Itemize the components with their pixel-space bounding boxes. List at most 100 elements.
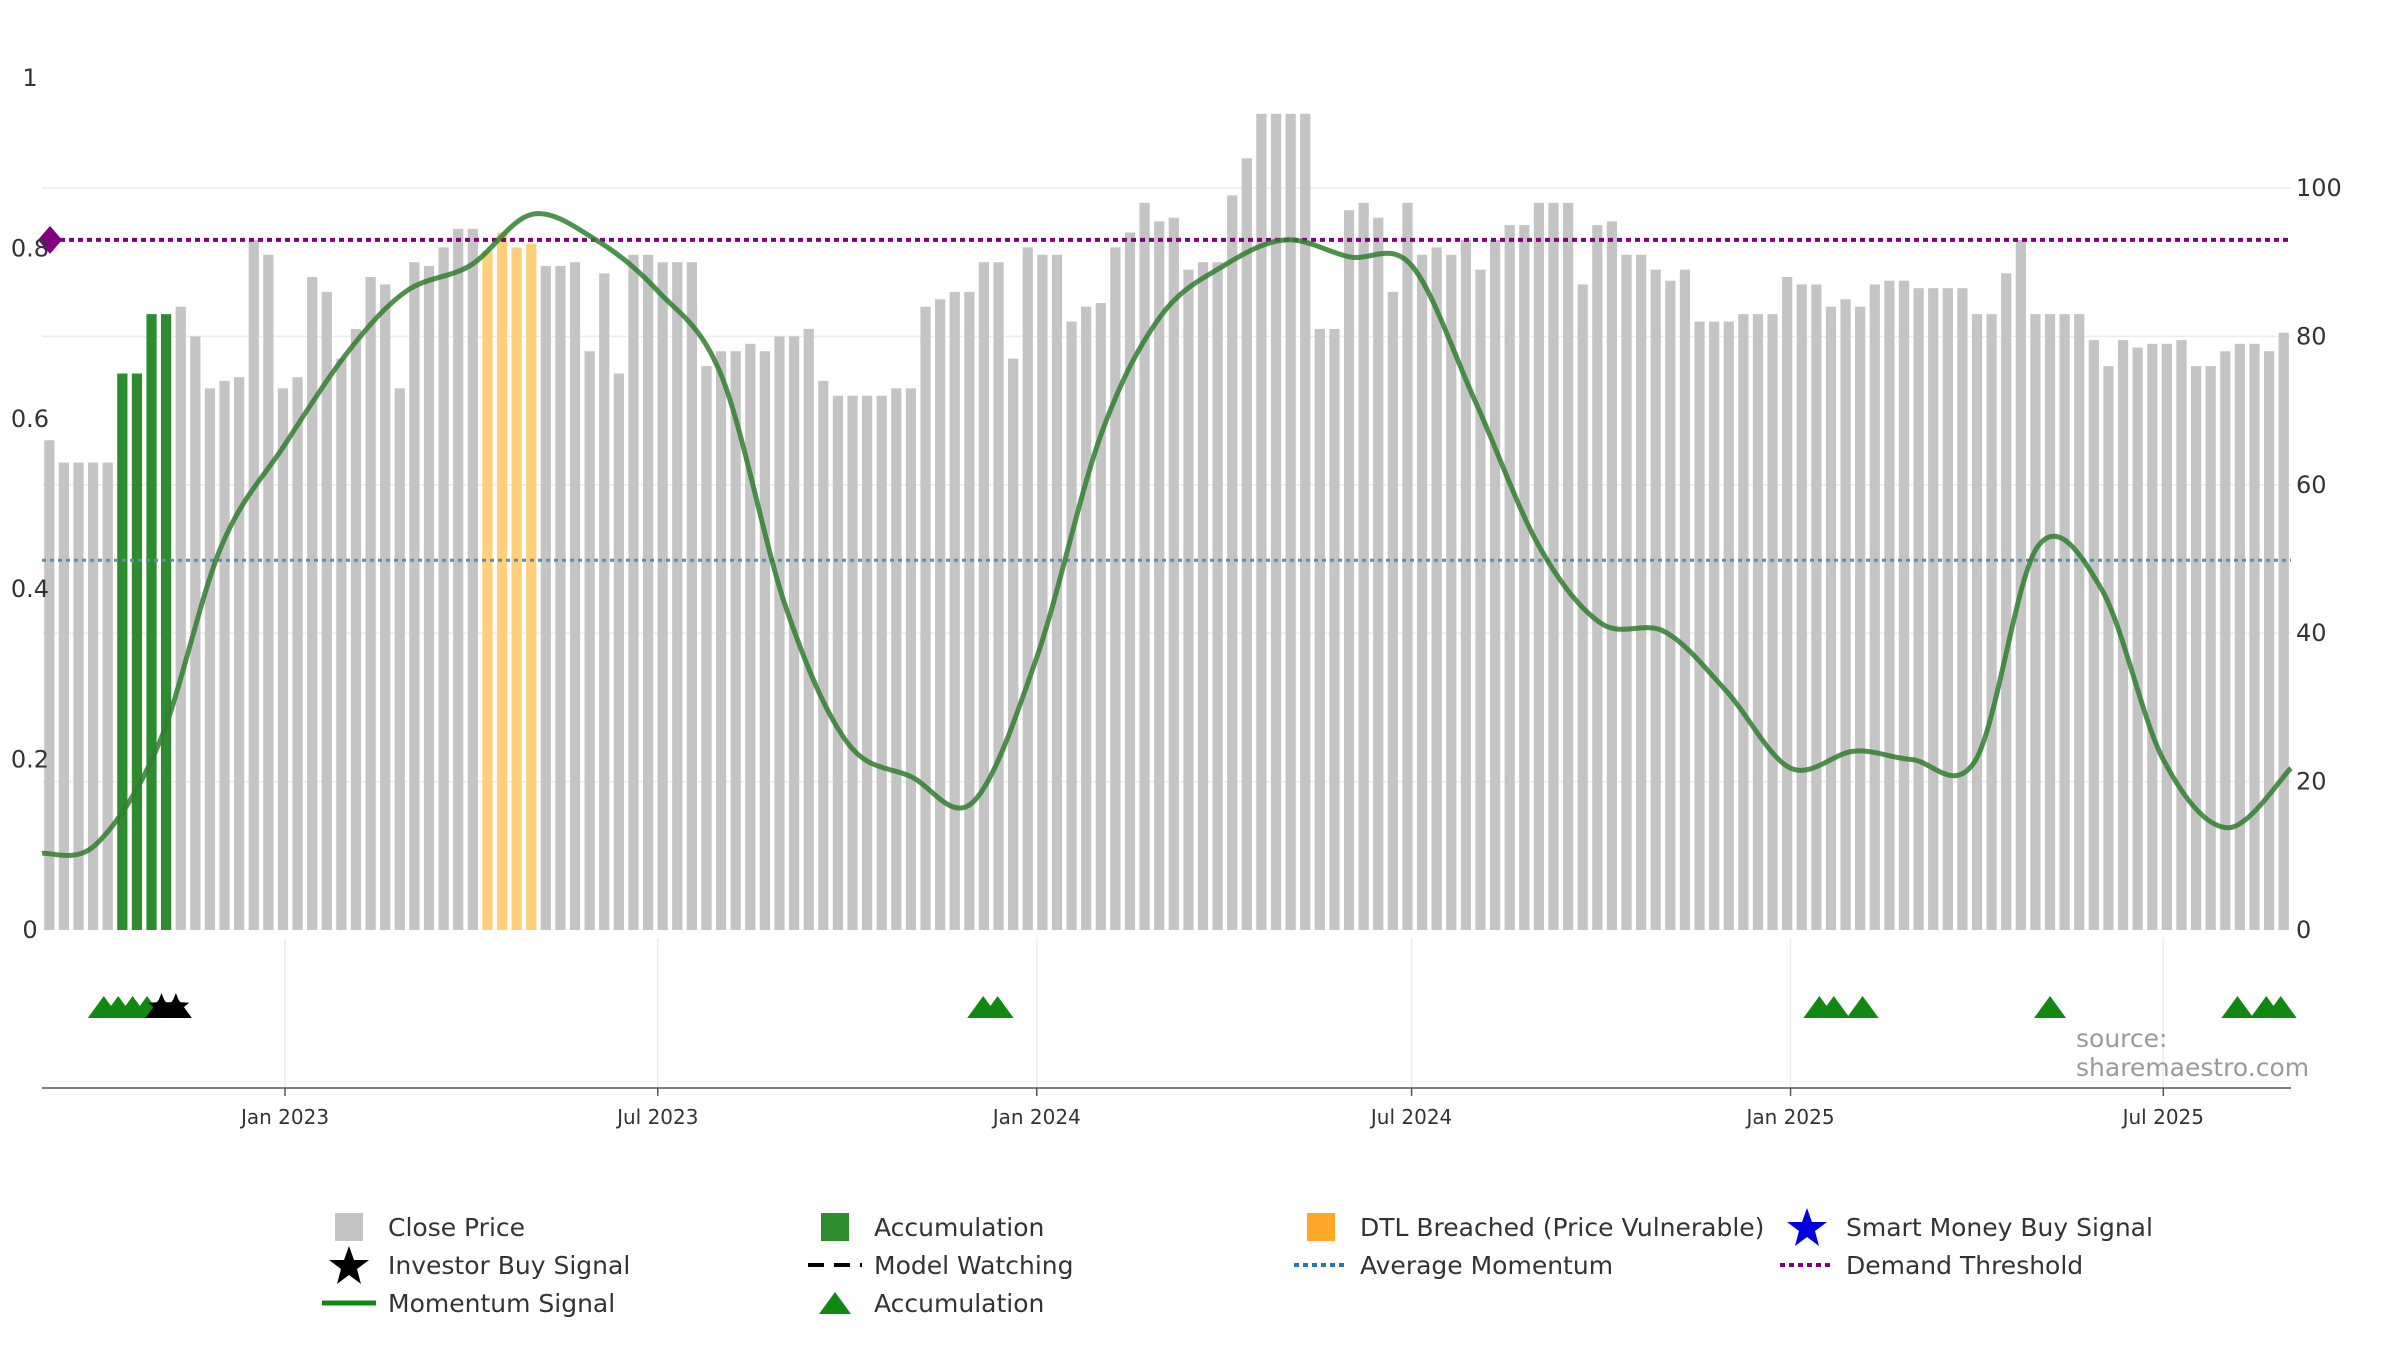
right-tick-label: 20 (2296, 768, 2327, 796)
right-tick-label: 0 (2296, 916, 2311, 944)
close-price-bar (1855, 306, 1866, 931)
dtl-breached-bar (482, 251, 493, 930)
close-price-bar (978, 262, 990, 930)
close-price-bar (1314, 328, 1325, 931)
black-star-icon (318, 1246, 380, 1284)
grid-lines (42, 187, 2291, 1088)
close-price-bar (1679, 269, 1691, 930)
legend-smart-money-buy-signal: Smart Money Buy Signal (1776, 1208, 2153, 1246)
close-price-bar (1533, 202, 1545, 931)
close-price-bar (920, 306, 931, 931)
close-price-bar (1519, 225, 1530, 931)
close-price-bar (599, 273, 610, 931)
close-price-bar (2059, 314, 2070, 930)
close-price-bar (862, 395, 873, 930)
right-tick-label: 80 (2296, 322, 2327, 350)
close-price-bar (1081, 306, 1092, 931)
close-price-bar (540, 265, 551, 930)
triangle-icon (804, 1284, 866, 1322)
blue-star-icon (1776, 1208, 1838, 1246)
close-price-bar (277, 388, 289, 931)
close-price-bar (993, 262, 1004, 930)
legend-swatch-close-price (318, 1208, 380, 1246)
close-price-bar (2161, 343, 2172, 930)
close-price-bar (949, 291, 960, 930)
close-price-bar (2220, 351, 2231, 930)
x-tick-label: Jan 2023 (239, 1105, 329, 1129)
close-price-bar (88, 462, 99, 930)
right-axis-ticks: 0 20 40 60 80 100 (2296, 174, 2342, 944)
close-price-bar (1446, 254, 1457, 930)
close-price-bar (248, 239, 259, 930)
close-price-bar (1767, 314, 1778, 930)
close-price-bar (1285, 113, 1296, 931)
close-price-bar (876, 395, 887, 930)
close-price-bar (1650, 269, 1661, 930)
close-price-bar (1489, 239, 1501, 930)
close-price-bar (1636, 254, 1647, 930)
close-price-bar (102, 462, 113, 930)
close-price-bar (2234, 343, 2245, 930)
legend-label-dtl-breached: DTL Breached (Price Vulnerable) (1360, 1212, 1765, 1242)
legend-close-price: Close Price (318, 1208, 525, 1246)
close-price-bar (964, 291, 975, 930)
close-price-bar (847, 395, 858, 930)
price-bars (44, 113, 2289, 931)
close-price-bar (438, 247, 449, 931)
accumulation-marker (2034, 996, 2067, 1018)
close-price-bar (350, 328, 362, 931)
x-axis-ticks: Jan 2023 Jul 2023 Jan 2024 Jul 2024 Jan 2025… (239, 1088, 2204, 1129)
left-tick-label: 1 (22, 64, 37, 92)
close-price-bar (1270, 113, 1282, 931)
legend: Close Price Accumulation DTL Breached (P… (0, 1208, 2400, 1328)
legend-label-average-momentum: Average Momentum (1360, 1250, 1614, 1280)
dtl-breached-bar (511, 247, 522, 931)
close-price-bar (745, 343, 756, 930)
close-price-bar (555, 265, 566, 930)
close-price-bar (1373, 217, 1384, 930)
close-price-bar (715, 351, 727, 930)
close-price-bar (1197, 262, 1209, 930)
close-price-bar (1022, 247, 1033, 931)
close-price-bar (832, 395, 844, 930)
x-tick-label: Jul 2025 (2121, 1105, 2204, 1129)
accumulation-marker (2221, 996, 2254, 1018)
legend-label-accumulation-marker: Accumulation (874, 1288, 1045, 1318)
close-price-bar (1358, 202, 1369, 931)
close-price-bar (2001, 273, 2012, 931)
legend-momentum-signal: Momentum Signal (318, 1284, 615, 1322)
legend-label-close-price: Close Price (388, 1212, 526, 1242)
close-price-bar (1183, 269, 1194, 930)
legend-investor-buy-signal: Investor Buy Signal (318, 1246, 630, 1284)
close-price-bar (1942, 288, 1953, 930)
close-price-bar (1475, 269, 1486, 930)
close-price-bar (1212, 262, 1223, 930)
accumulation-bar (146, 314, 157, 930)
close-price-bar (2030, 314, 2041, 930)
legend-model-watching: Model Watching (804, 1246, 1074, 1284)
close-price-bar (1416, 254, 1428, 930)
legend-label-investor-buy: Investor Buy Signal (388, 1250, 631, 1280)
close-price-bar (1752, 314, 1764, 930)
close-price-bar (453, 228, 464, 930)
close-price-bar (44, 440, 55, 930)
right-tick-label: 60 (2296, 471, 2327, 499)
close-price-bar (409, 262, 420, 930)
close-price-bar (263, 254, 274, 930)
close-price-bar (1898, 280, 1910, 930)
close-price-bar (467, 228, 478, 930)
legend-average-momentum: Average Momentum (1290, 1246, 1613, 1284)
dotted-line-icon (1776, 1246, 1838, 1284)
close-price-bar (1110, 247, 1121, 931)
close-price-bar (336, 358, 347, 930)
close-price-bar (1869, 284, 1880, 931)
left-tick-label: 0.8 (11, 234, 49, 262)
close-price-bar (672, 262, 683, 930)
close-price-bar (1606, 221, 1618, 930)
close-price-bar (1957, 288, 1968, 930)
close-price-bar (394, 388, 405, 931)
close-price-bar (1066, 321, 1077, 930)
close-price-bar (1811, 284, 1822, 931)
close-price-bar (1387, 291, 1398, 930)
